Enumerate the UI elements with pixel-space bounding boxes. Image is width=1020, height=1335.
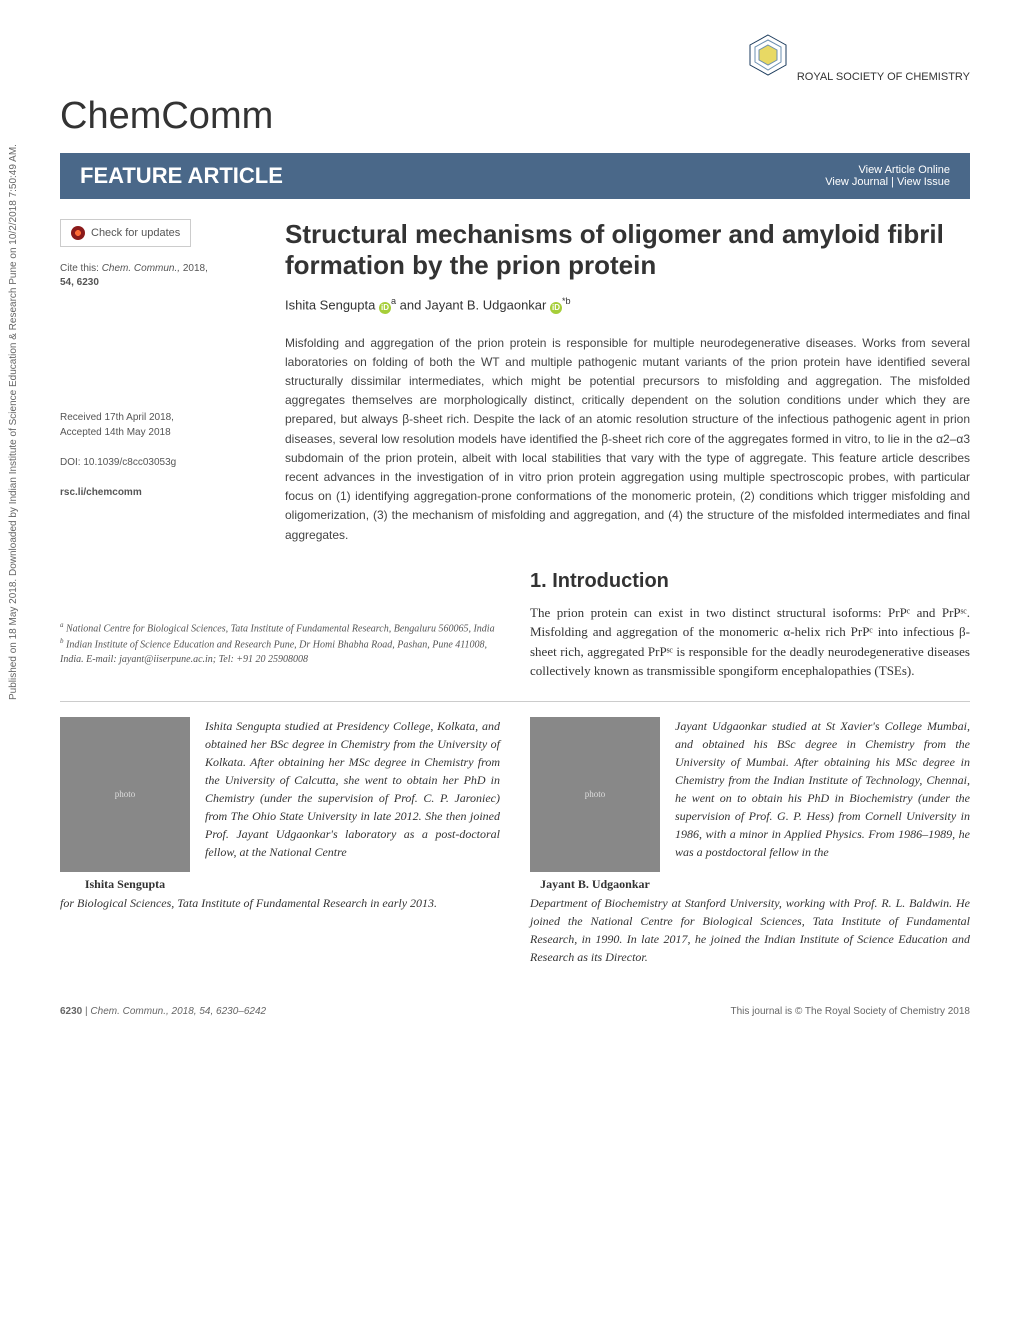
- header-links: View Article Online View Journal | View …: [825, 164, 950, 188]
- section-heading: 1. Introduction: [530, 570, 970, 593]
- intro-body: The prion protein can exist in two disti…: [530, 603, 970, 681]
- publisher-name: ROYAL SOCIETY OF CHEMISTRY: [797, 71, 970, 83]
- intro-section: 1. Introduction The prion protein can ex…: [530, 570, 970, 681]
- journal-name: ChemComm: [60, 95, 970, 138]
- bio-block-1: photo Ishita Sengupta Ishita Sengupta st…: [60, 717, 500, 966]
- affiliations-block: a National Centre for Biological Science…: [60, 570, 500, 681]
- crossmark-icon: [71, 226, 85, 240]
- bio-name-1: Ishita Sengupta: [60, 877, 190, 892]
- check-updates-label: Check for updates: [91, 227, 180, 239]
- download-info-sidebar: Published on 18 May 2018. Downloaded by …: [8, 144, 19, 700]
- abstract-text: Misfolding and aggregation of the prion …: [285, 334, 970, 545]
- orcid-icon[interactable]: iD: [379, 302, 391, 314]
- bio-text-1: Ishita Sengupta studied at Presidency Co…: [205, 717, 500, 892]
- header-bar: FEATURE ARTICLE View Article Online View…: [60, 153, 970, 199]
- orcid-icon[interactable]: iD: [550, 302, 562, 314]
- rsc-logo-icon: [743, 30, 793, 80]
- divider: [60, 701, 970, 702]
- view-issue-link[interactable]: View Issue: [897, 176, 950, 188]
- view-journal-link[interactable]: View Journal: [825, 176, 888, 188]
- page-footer: 6230 | Chem. Commun., 2018, 54, 6230–624…: [60, 996, 970, 1017]
- citation-block: Cite this: Chem. Commun., 2018, 54, 6230: [60, 262, 260, 290]
- publisher-logo-area: ROYAL SOCIETY OF CHEMISTRY: [60, 30, 970, 85]
- doi-block: DOI: 10.1039/c8cc03053g: [60, 455, 260, 470]
- bio-block-2: photo Jayant B. Udgaonkar Jayant Udgaonk…: [530, 717, 970, 966]
- article-type: FEATURE ARTICLE: [80, 163, 283, 189]
- dates-block: Received 17th April 2018, Accepted 14th …: [60, 410, 260, 440]
- author-photo-1: photo: [60, 717, 190, 872]
- view-article-link[interactable]: View Article Online: [858, 164, 950, 176]
- bio-text-2-cont: Department of Biochemistry at Stanford U…: [530, 894, 970, 966]
- article-title: Structural mechanisms of oligomer and am…: [285, 219, 970, 281]
- rsc-link[interactable]: rsc.li/chemcomm: [60, 485, 260, 500]
- left-metadata-column: Check for updates Cite this: Chem. Commu…: [60, 219, 260, 545]
- article-main-column: Structural mechanisms of oligomer and am…: [285, 219, 970, 545]
- bio-name-2: Jayant B. Udgaonkar: [530, 877, 660, 892]
- authors-line: Ishita Sengupta iDa and Jayant B. Udgaon…: [285, 296, 970, 313]
- bio-text-1-cont: for Biological Sciences, Tata Institute …: [60, 894, 500, 912]
- author-photo-2: photo: [530, 717, 660, 872]
- bio-text-2: Jayant Udgaonkar studied at St Xavier's …: [675, 717, 970, 892]
- check-updates-button[interactable]: Check for updates: [60, 219, 191, 247]
